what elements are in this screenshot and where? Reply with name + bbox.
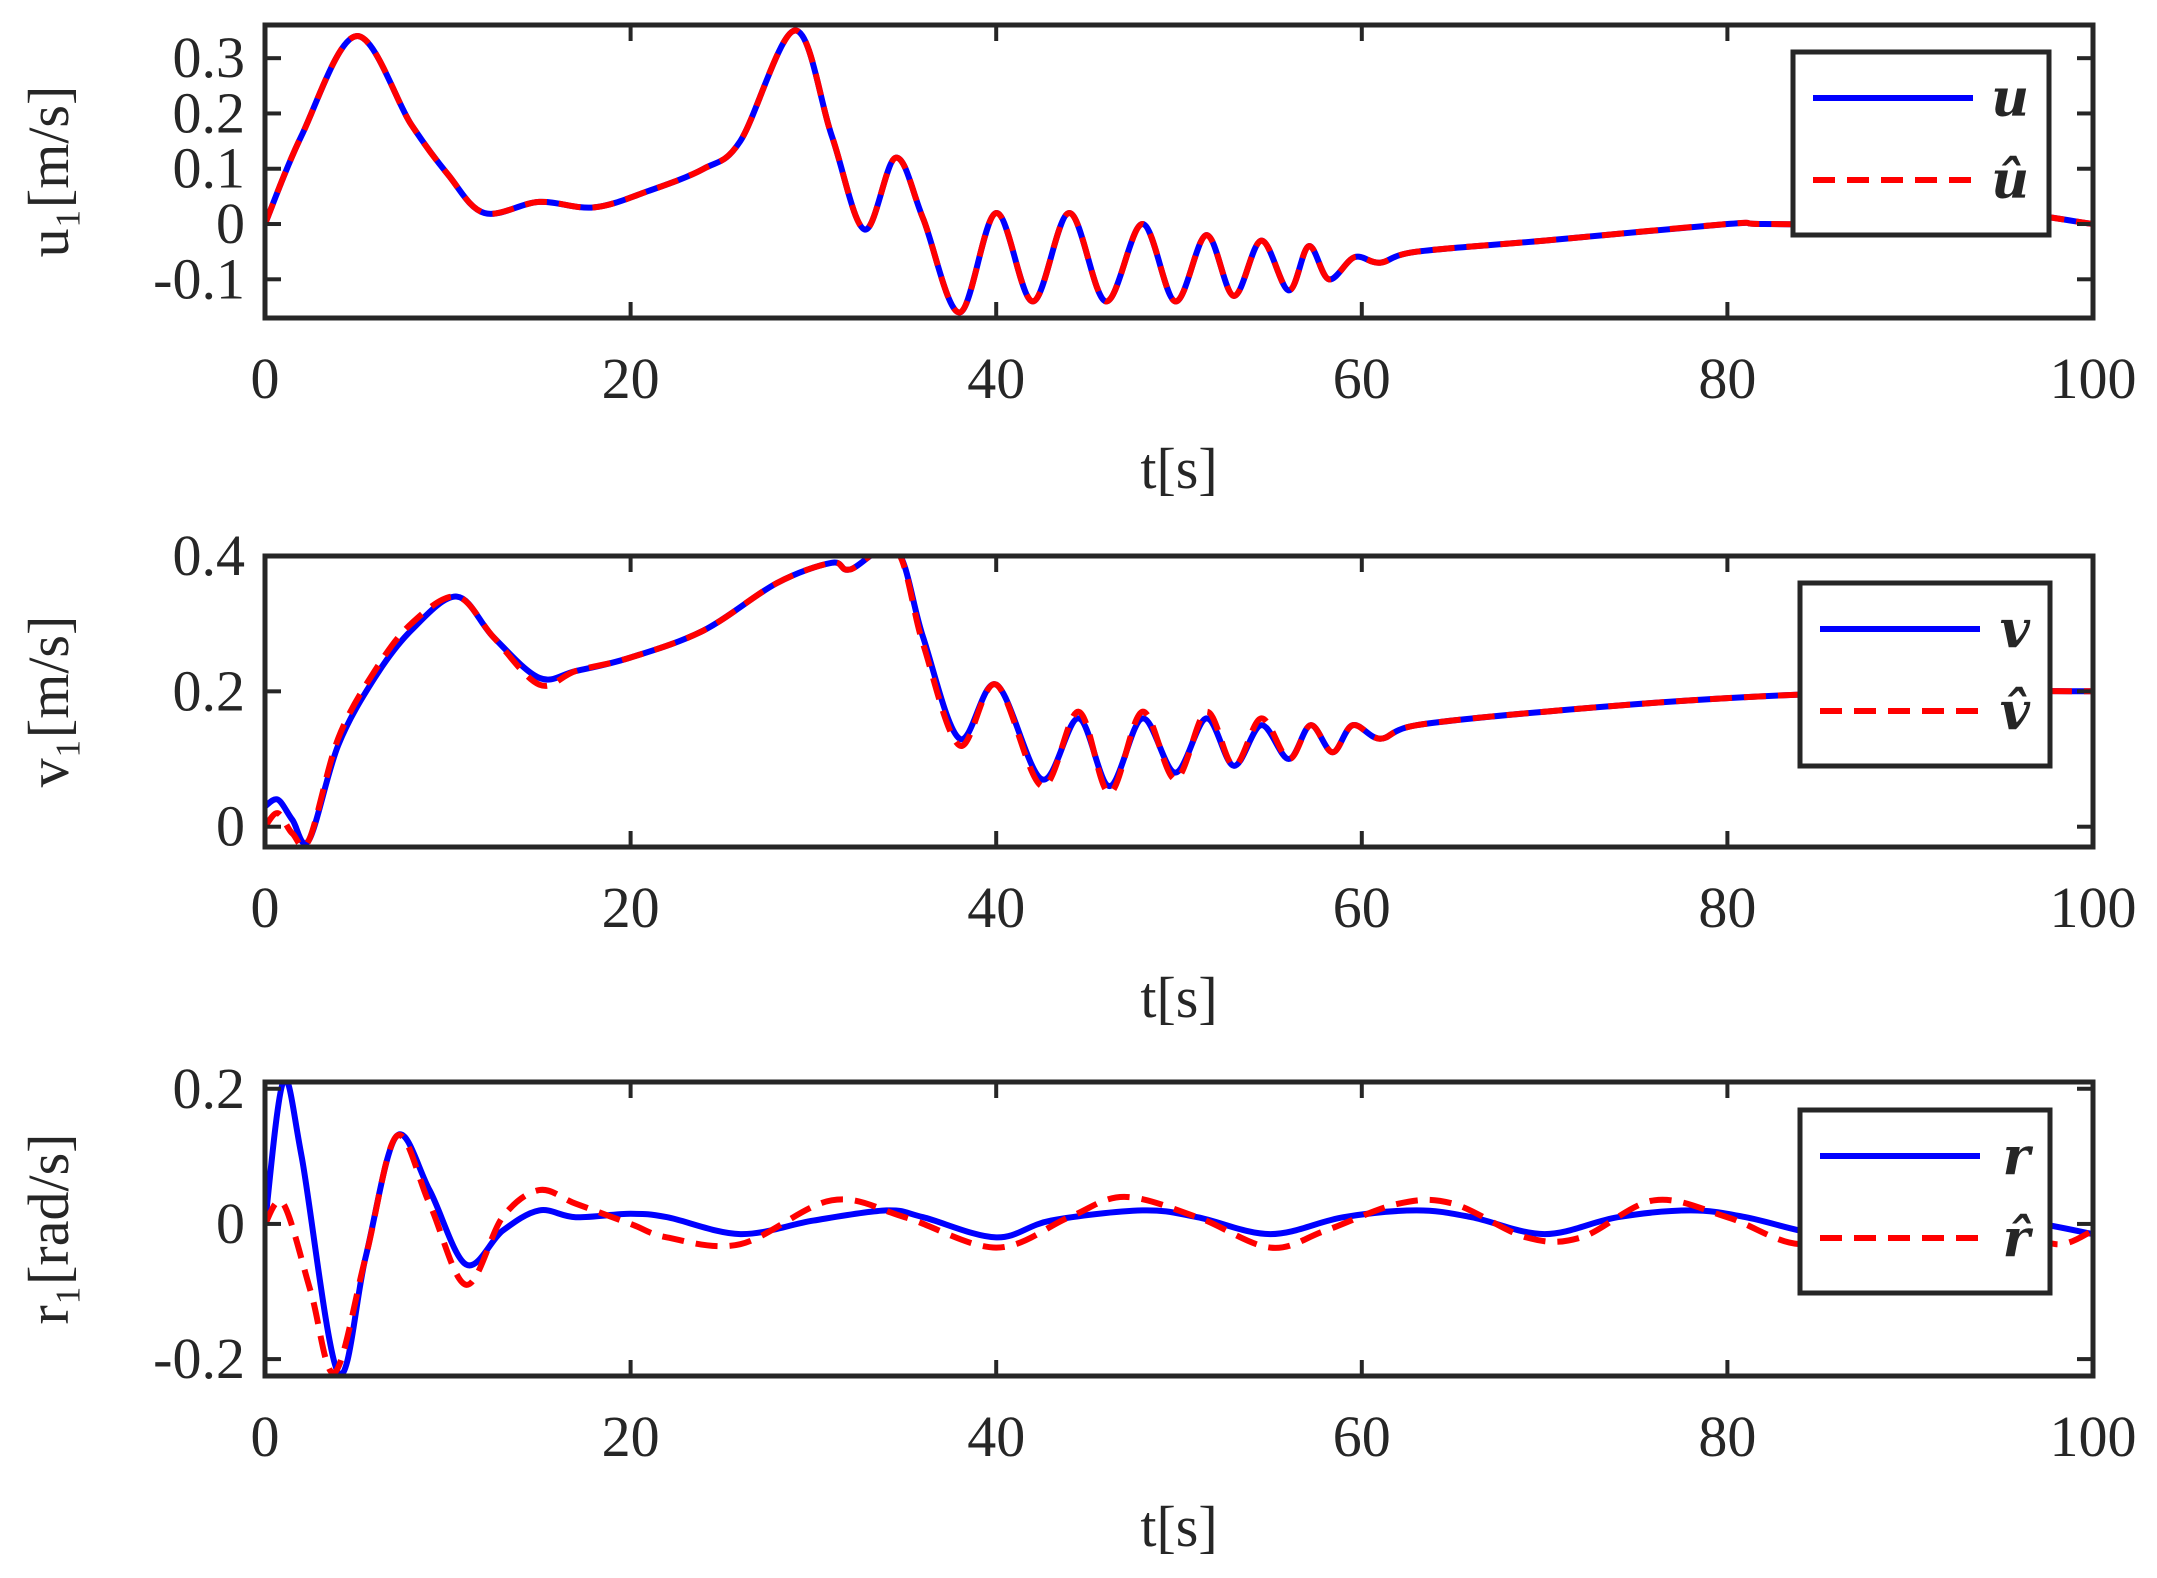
series-line-estimated bbox=[265, 1132, 2093, 1376]
y-tick-label: 0.3 bbox=[173, 25, 246, 90]
legend: v v̂ bbox=[1797, 580, 2053, 769]
legend-box bbox=[1797, 1107, 2053, 1296]
y-tick-label: 0 bbox=[216, 191, 245, 256]
legend-label: r̂ bbox=[2003, 1208, 2034, 1269]
x-tick-label: 20 bbox=[602, 1404, 660, 1469]
x-tick-label: 40 bbox=[967, 875, 1025, 940]
y-tick-label: -0.1 bbox=[153, 246, 245, 311]
x-tick-label: 100 bbox=[2050, 1404, 2137, 1469]
x-tick-label: 20 bbox=[602, 346, 660, 411]
x-tick-label: 20 bbox=[602, 875, 660, 940]
y-tick-label: 0.4 bbox=[173, 523, 246, 588]
y-axis-label: u₁[m/s] bbox=[16, 86, 81, 258]
y-tick-label: 0.1 bbox=[173, 136, 246, 201]
x-tick-label: 80 bbox=[1698, 875, 1756, 940]
x-tick-label: 80 bbox=[1698, 1404, 1756, 1469]
x-tick-label: 60 bbox=[1333, 1404, 1391, 1469]
legend-label: r bbox=[2003, 1126, 2034, 1187]
legend-label: v bbox=[2000, 599, 2031, 660]
y-tick-label: 0.2 bbox=[173, 658, 246, 723]
y-tick-label: 0 bbox=[216, 1191, 245, 1256]
subplot-2: 0 20 40 60 80 100 0.4 0.2 0 t[s] v₁[m/s] v v̂ bbox=[16, 523, 2137, 1030]
x-tick-label: 0 bbox=[251, 875, 280, 940]
legend-label: v̂ bbox=[2000, 681, 2031, 742]
y-tick-label: -0.2 bbox=[153, 1326, 245, 1391]
legend-label: u bbox=[1991, 68, 2029, 129]
y-axis-label: v₁[m/s] bbox=[16, 616, 81, 788]
legend-label: û bbox=[1991, 150, 2029, 211]
x-tick-label: 100 bbox=[2050, 875, 2137, 940]
x-axis-label: t[s] bbox=[1140, 965, 1217, 1030]
series-line-estimated bbox=[265, 556, 2093, 847]
legend: r r̂ bbox=[1797, 1107, 2053, 1296]
x-axis-label: t[s] bbox=[1140, 1494, 1217, 1559]
x-tick-label: 60 bbox=[1333, 346, 1391, 411]
y-tick-label: 0 bbox=[216, 794, 245, 859]
axes-box bbox=[262, 22, 2096, 321]
x-tick-label: 40 bbox=[967, 1404, 1025, 1469]
y-axis-label: r₁[rad/s] bbox=[16, 1134, 81, 1325]
x-tick-label: 60 bbox=[1333, 875, 1391, 940]
legend-box bbox=[1790, 49, 2052, 238]
x-tick-label: 100 bbox=[2050, 346, 2137, 411]
axes-box bbox=[262, 553, 2096, 850]
legend: uû bbox=[1790, 49, 2052, 238]
y-tick-label: 0.2 bbox=[173, 80, 246, 145]
x-tick-label: 0 bbox=[251, 1404, 280, 1469]
y-tick-label: 0.2 bbox=[173, 1056, 246, 1121]
x-tick-label: 0 bbox=[251, 346, 280, 411]
axes-box bbox=[262, 1079, 2096, 1379]
series-line-estimated bbox=[265, 27, 2093, 316]
x-axis-label: t[s] bbox=[1140, 436, 1217, 501]
x-tick-label: 40 bbox=[967, 346, 1025, 411]
x-tick-label: 80 bbox=[1698, 346, 1756, 411]
legend-box bbox=[1797, 580, 2053, 769]
